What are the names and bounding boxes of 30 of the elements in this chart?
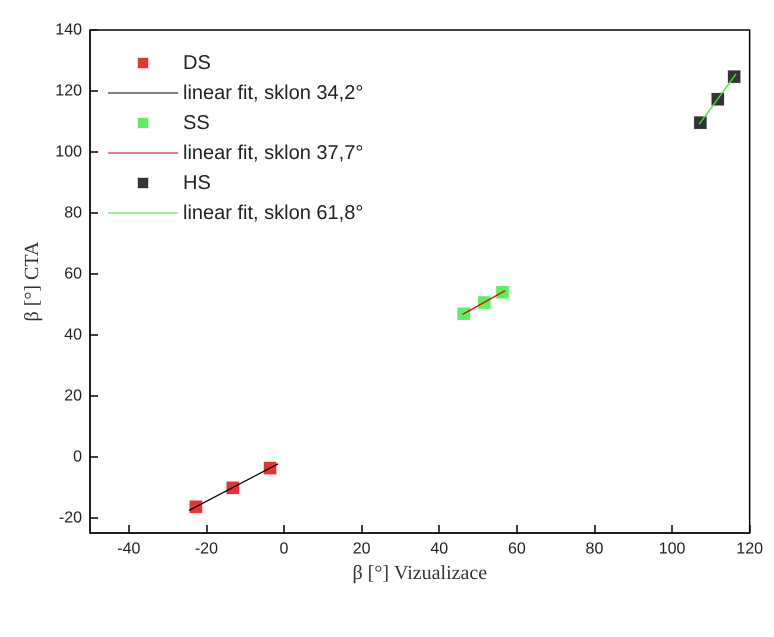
x-tick-label: -40 [117, 540, 140, 558]
y-tick-label: 60 [64, 265, 82, 282]
x-tick-label: 20 [352, 540, 371, 558]
y-tick-label: 20 [64, 387, 82, 404]
x-tick-label: 40 [430, 540, 448, 558]
point [727, 70, 741, 84]
legend-label: SS [183, 112, 210, 134]
y-tick-label: 0 [73, 448, 82, 466]
x-tick-label: -20 [194, 540, 218, 558]
x-tick-label: 80 [586, 540, 604, 558]
x-tick-label: 120 [736, 540, 764, 558]
y-axis-title: β [°] CTA [21, 241, 43, 322]
x-axis-title: β [°] Vizualizace [352, 562, 488, 584]
point [456, 307, 470, 321]
legend-label: DS [183, 52, 211, 74]
y-tick-label: 80 [64, 204, 82, 222]
legend-label: linear fit, sklon 37,7° [183, 142, 364, 164]
y-tick-label: 40 [64, 326, 82, 344]
y-tick-label: 120 [55, 82, 82, 100]
x-tick-label: 0 [280, 540, 289, 558]
legend-label: linear fit, sklon 61,8° [183, 202, 364, 224]
x-tick-label: 60 [508, 540, 526, 558]
y-tick-label: 100 [55, 143, 82, 160]
x-tick-label: 100 [658, 540, 686, 558]
point [496, 285, 510, 299]
point [694, 116, 708, 130]
legend-label: linear fit, sklon 34,2° [183, 82, 364, 104]
y-tick-label: -20 [58, 509, 82, 526]
legend-label: HS [183, 172, 211, 194]
y-tick-label: 140 [55, 22, 82, 38]
